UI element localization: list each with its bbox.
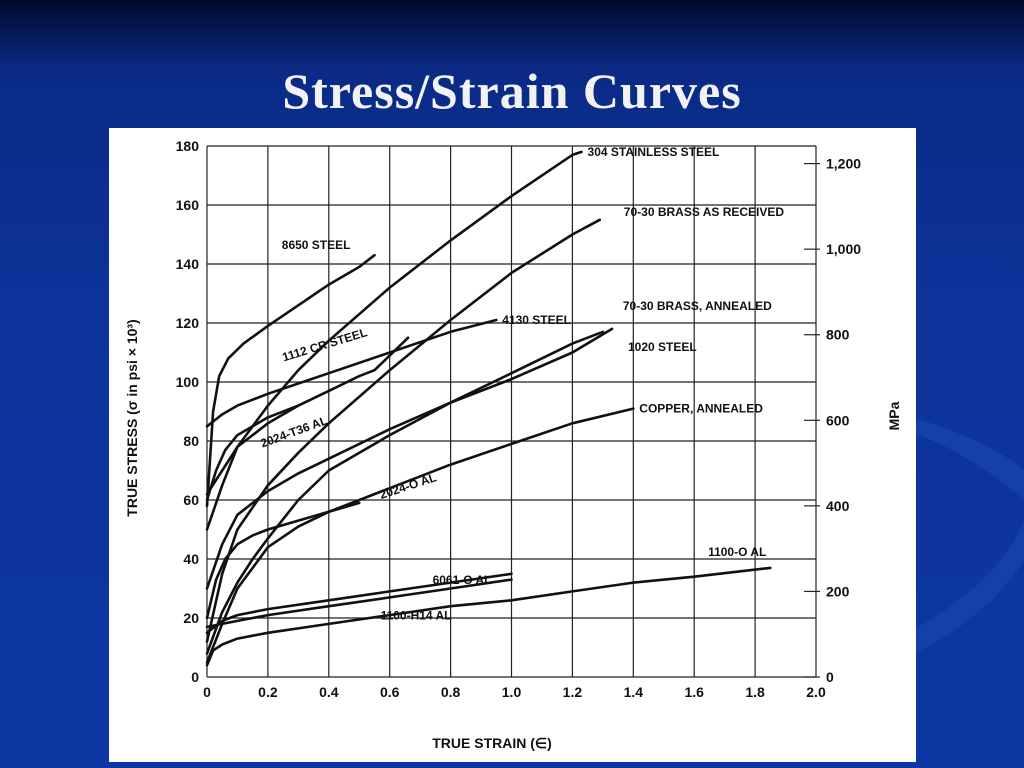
y2-tick-label: 1,000 bbox=[826, 241, 861, 257]
curve-7 bbox=[205, 327, 614, 590]
y2-tick-label: 400 bbox=[826, 498, 850, 514]
x-tick-label: 1.8 bbox=[745, 684, 765, 700]
x-tick-label: 0.6 bbox=[380, 684, 400, 700]
curve-8 bbox=[205, 404, 300, 502]
y-axis-title: TRUE STRESS (σ in psi × 10³) bbox=[124, 319, 140, 516]
y2-tick-label: 1,200 bbox=[826, 156, 861, 172]
curve-13 bbox=[205, 566, 772, 667]
y2-axis-title: MPa bbox=[886, 401, 902, 430]
x-tick-label: 2.0 bbox=[806, 684, 826, 700]
x-tick-label: 0.8 bbox=[441, 684, 461, 700]
axis-ticks: 0 0.2 0.4 0.6 0.8 1.0 1.2 1.4 1.6 1.8 2.0020406080… bbox=[176, 138, 862, 700]
x-tick-label: 1.0 bbox=[502, 684, 522, 700]
series-label: 70-30 BRASS, ANNEALED bbox=[623, 299, 772, 313]
x-tick-label: 0 bbox=[203, 684, 211, 700]
series-label: 304 STAINLESS STEEL bbox=[588, 145, 720, 159]
x-axis-title: TRUE STRAIN (∈) bbox=[432, 735, 552, 751]
curve-11 bbox=[205, 572, 513, 635]
curves bbox=[205, 150, 772, 667]
y-tick-label: 40 bbox=[183, 551, 199, 567]
curve-10 bbox=[205, 501, 361, 620]
x-tick-label: 0.4 bbox=[319, 684, 339, 700]
curve-3 bbox=[205, 218, 602, 643]
series-label: 1020 STEEL bbox=[628, 340, 697, 354]
y-tick-label: 100 bbox=[176, 374, 200, 390]
y-tick-label: 140 bbox=[176, 256, 200, 272]
curve-labels: 304 STAINLESS STEEL 8650 STEEL 70-30 BRASS… bbox=[259, 145, 785, 623]
curve-12 bbox=[205, 578, 513, 629]
chart-panel: 304 STAINLESS STEEL 8650 STEEL 70-30 BRASS… bbox=[109, 128, 916, 762]
series-label: 1100-O AL bbox=[708, 545, 766, 559]
y-tick-label: 120 bbox=[176, 315, 200, 331]
series-label: 4130 STEEL bbox=[502, 313, 571, 327]
y2-tick-label: 0 bbox=[826, 669, 834, 685]
series-label: 8650 STEEL bbox=[282, 238, 351, 252]
y-tick-label: 20 bbox=[183, 610, 199, 626]
y-tick-label: 160 bbox=[176, 197, 200, 213]
y-tick-label: 60 bbox=[183, 492, 199, 508]
y-tick-label: 180 bbox=[176, 138, 200, 154]
series-label: 6061-O AL bbox=[433, 573, 492, 587]
series-label: 1100-H14 AL bbox=[381, 609, 452, 623]
y-tick-label: 0 bbox=[191, 669, 199, 685]
y2-tick-label: 600 bbox=[826, 412, 850, 428]
x-tick-label: 1.2 bbox=[563, 684, 583, 700]
y-tick-label: 80 bbox=[183, 433, 199, 449]
x-tick-label: 1.4 bbox=[624, 684, 644, 700]
series-label: 1112 CR STEEL bbox=[281, 325, 369, 364]
stress-strain-chart: 304 STAINLESS STEEL 8650 STEEL 70-30 BRASS… bbox=[124, 138, 902, 751]
series-label: 70-30 BRASS AS RECEIVED bbox=[624, 205, 785, 219]
y2-tick-label: 800 bbox=[826, 327, 850, 343]
slide-title: Stress/Strain Curves bbox=[282, 63, 742, 119]
grid bbox=[206, 145, 817, 678]
curve-5 bbox=[205, 318, 498, 428]
curve-2 bbox=[205, 253, 376, 508]
curve-1 bbox=[205, 150, 583, 531]
series-label: COPPER, ANNEALED bbox=[639, 402, 763, 416]
curve-4 bbox=[205, 330, 605, 655]
x-tick-label: 0.2 bbox=[258, 684, 278, 700]
series-label: 2024-O AL bbox=[378, 470, 438, 502]
x-tick-label: 1.6 bbox=[684, 684, 704, 700]
y2-tick-label: 200 bbox=[826, 583, 850, 599]
